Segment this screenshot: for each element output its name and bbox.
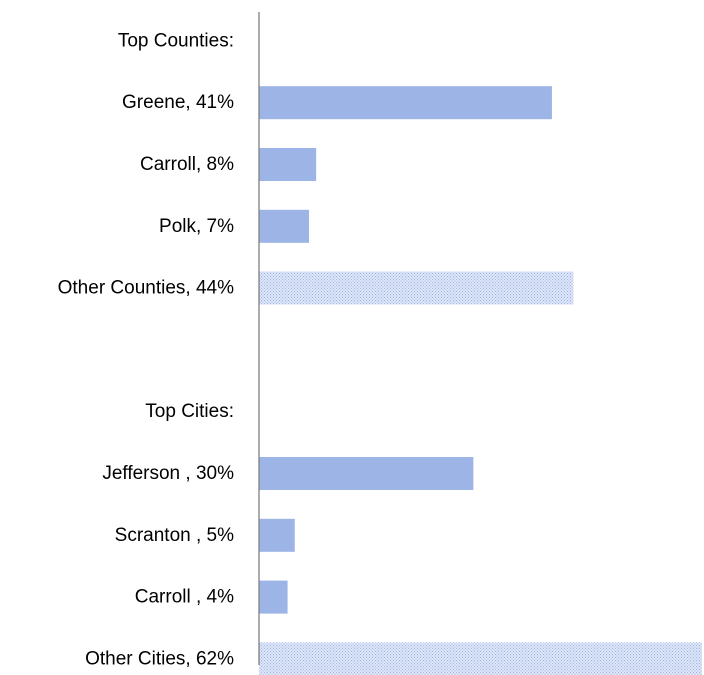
category-label: Carroll, 8% [140,154,234,175]
bar [259,580,288,614]
bar [259,457,474,490]
bars-layer [259,86,702,675]
category-label: Greene, 41% [122,92,234,113]
category-label: Top Cities: [145,401,234,422]
category-label: Other Cities, 62% [85,648,234,669]
category-label: Other Counties, 44% [58,278,234,299]
labels-layer: Top Counties: Greene, 41% Carroll, 8% Polk,… [58,30,234,669]
category-label: Polk, 7% [159,216,234,237]
bar [259,86,552,120]
bar [259,148,317,181]
category-label: Scranton , 5% [115,525,234,546]
category-label: Carroll , 4% [135,587,234,608]
bar [259,209,310,243]
bar-other [259,271,574,305]
category-label: Top Counties: [118,30,234,51]
bar [259,518,295,552]
category-label: Jefferson , 30% [102,463,234,484]
bar-other [259,642,702,675]
